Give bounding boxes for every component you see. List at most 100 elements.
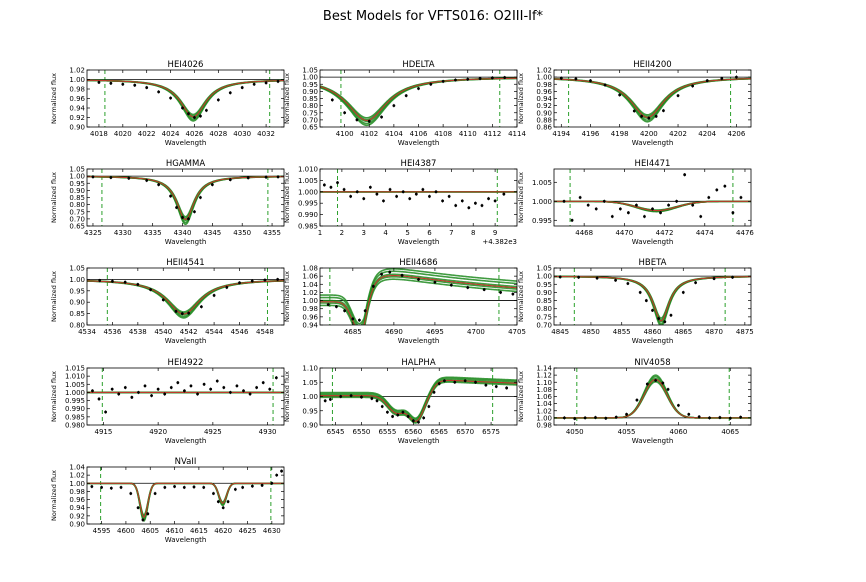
y-axis-label: Normalized flux (517, 73, 525, 124)
data-point (250, 279, 254, 283)
model-curve (320, 377, 517, 421)
axes-frame (553, 168, 752, 227)
data-point (169, 96, 172, 100)
plot-area (320, 268, 517, 325)
data-point (635, 398, 639, 402)
x-tick-label: 6550 (353, 428, 371, 436)
data-point (573, 417, 577, 420)
x-tick-label: 4605 (141, 527, 159, 535)
data-point (187, 112, 190, 116)
data-point (654, 114, 658, 118)
x-axis-label: Wavelength (398, 238, 440, 246)
data-point (336, 181, 339, 185)
y-tick-label: 0.92 (69, 512, 85, 520)
x-tick-label: 4538 (129, 328, 147, 336)
chart-panel-hei4471: 4468 4470 4472 4474 4476 0.995 1.000 1.005 HEI44… (517, 159, 754, 246)
y-tick-label: 1.05 (69, 166, 85, 174)
model-curve (87, 482, 284, 519)
data-point (380, 115, 383, 119)
data-point (586, 203, 590, 207)
x-tick-label: 4028 (209, 130, 227, 138)
x-tick-label: 4855 (613, 328, 631, 336)
data-point (437, 382, 441, 386)
data-point (351, 317, 355, 321)
chart-title: HEI4026 (168, 60, 204, 70)
data-point (212, 492, 215, 495)
data-point (242, 389, 245, 393)
x-tick-label: 4108 (434, 130, 452, 138)
x-tick-label: 4022 (138, 130, 156, 138)
x-tick-label: 4536 (104, 328, 122, 336)
data-point (343, 111, 347, 115)
data-point (666, 387, 670, 391)
data-point (474, 380, 477, 384)
y-tick-label: 0.90 (69, 187, 85, 195)
plot-area (87, 169, 284, 226)
data-point (225, 285, 229, 289)
data-point (562, 199, 566, 203)
y-tick-label: 1.05 (69, 265, 85, 273)
x-tick-label: 6575 (482, 428, 500, 436)
y-tick-label: 1.00 (302, 297, 318, 305)
plot-area (320, 368, 517, 425)
y-tick-label: 1.00 (69, 480, 85, 488)
data-point (210, 183, 214, 187)
data-point (255, 386, 259, 389)
data-point (677, 404, 680, 407)
data-point (411, 419, 415, 423)
data-point (335, 305, 338, 309)
data-point (280, 469, 283, 473)
x-tick-label: 4050 (566, 428, 584, 436)
x-tick-label: 4625 (239, 527, 257, 535)
x-tick-label: 4685 (344, 328, 362, 336)
x-tick-label: 4534 (78, 328, 96, 336)
data-point (441, 80, 445, 83)
data-point (502, 192, 506, 196)
data-point (417, 420, 420, 424)
best-model-curve (87, 482, 284, 518)
x-tick-label: 4690 (385, 328, 403, 336)
data-point (603, 83, 607, 87)
data-point (400, 273, 404, 277)
x-tick-label: 6565 (430, 428, 448, 436)
x-tick-label: 4860 (644, 328, 662, 336)
y-tick-label: 0.94 (69, 105, 85, 113)
data-point (212, 293, 216, 297)
plot-area (320, 70, 517, 127)
data-point (145, 86, 149, 89)
y-tick-label: 0.85 (302, 95, 318, 103)
model-curve (554, 77, 751, 118)
data-point (391, 415, 394, 418)
data-point (181, 106, 184, 110)
data-point (375, 399, 379, 403)
data-point (174, 309, 178, 313)
x-tick-label: 4065 (721, 428, 739, 436)
model-curve (87, 79, 284, 122)
x-axis-label: Wavelength (398, 337, 440, 345)
y-tick-label: 1.005 (532, 179, 552, 187)
best-model-curve (320, 379, 517, 422)
data-point (712, 277, 716, 280)
chart-panel-hei4387: 1 2 3 4 5 6 7 8 9 0.985 0.990 0.995 1.000 1.005 1.010 H… (283, 159, 518, 246)
data-point (625, 412, 628, 416)
y-tick-label: 0.80 (69, 201, 85, 209)
best-model-curve (554, 78, 751, 118)
y-tick-label: 0.90 (69, 124, 85, 132)
data-point (189, 384, 193, 388)
data-point (654, 379, 658, 382)
data-point (367, 119, 371, 123)
data-point (594, 416, 597, 419)
data-point (708, 416, 711, 420)
y-tick-label: 1.02 (536, 407, 552, 415)
x-axis-label: Wavelength (165, 238, 207, 246)
x-tick-label: 4705 (508, 328, 526, 336)
model-curve (87, 279, 284, 315)
y-tick-label: 1.00 (302, 393, 318, 401)
x-tick-label: 4600 (117, 527, 135, 535)
x-tick-label: 4544 (205, 328, 223, 336)
data-point (417, 87, 420, 90)
y-tick-label: 1.10 (302, 365, 318, 373)
y-axis-label: Normalized flux (283, 172, 291, 223)
data-point (358, 318, 361, 322)
y-tick-label: 1.10 (536, 379, 552, 387)
